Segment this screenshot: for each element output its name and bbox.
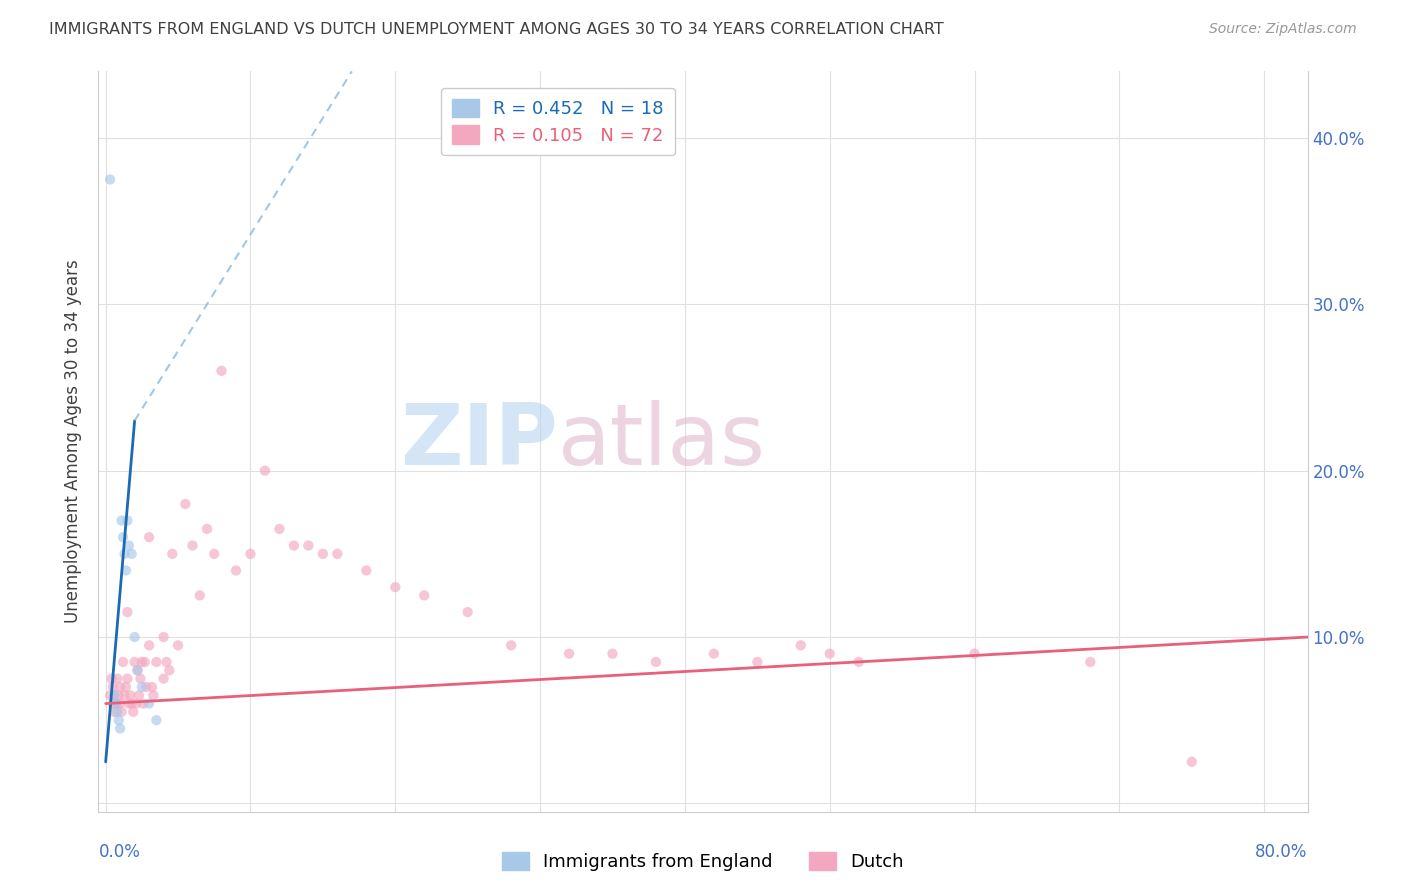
Point (121, 547, 143, 561)
Point (145, 713, 167, 727)
Text: 0.0%: 0.0% (98, 843, 141, 861)
Point (818, 647, 841, 661)
Point (297, 539, 319, 553)
Legend: R = 0.452   N = 18, R = 0.105   N = 72: R = 0.452 N = 18, R = 0.105 N = 72 (441, 87, 675, 155)
Point (110, 514, 132, 528)
Point (501, 638, 523, 652)
Point (188, 589, 211, 603)
Point (129, 672, 152, 686)
Point (356, 564, 378, 578)
Point (125, 697, 148, 711)
Point (115, 564, 138, 578)
Point (131, 655, 153, 669)
Text: 80.0%: 80.0% (1256, 843, 1308, 861)
Point (101, 697, 124, 711)
Point (269, 522, 291, 536)
Point (1080, 655, 1102, 669)
Point (253, 464, 276, 478)
Point (114, 547, 136, 561)
Point (138, 530, 160, 544)
Y-axis label: Unemployment Among Ages 30 to 34 years: Unemployment Among Ages 30 to 34 years (65, 260, 83, 624)
Point (155, 655, 177, 669)
Point (384, 580, 406, 594)
Point (703, 647, 725, 661)
Point (167, 638, 190, 652)
Point (108, 680, 131, 694)
Point (112, 530, 135, 544)
Point (124, 630, 146, 644)
Text: ZIP: ZIP (401, 400, 558, 483)
Point (132, 697, 155, 711)
Point (602, 647, 624, 661)
Point (112, 655, 135, 669)
Point (152, 672, 174, 686)
Point (128, 688, 150, 702)
Text: Source: ZipAtlas.com: Source: ZipAtlas.com (1209, 22, 1357, 37)
Point (645, 655, 668, 669)
Point (135, 680, 157, 694)
Point (283, 539, 305, 553)
Point (181, 539, 204, 553)
Point (963, 647, 986, 661)
Point (131, 680, 153, 694)
Point (142, 688, 165, 702)
Point (747, 655, 769, 669)
Point (138, 697, 160, 711)
Point (105, 672, 128, 686)
Point (105, 705, 128, 719)
Point (790, 638, 813, 652)
Point (105, 697, 128, 711)
Text: atlas: atlas (558, 400, 766, 483)
Point (98, 172, 121, 186)
Point (225, 564, 247, 578)
Point (202, 547, 225, 561)
Point (115, 680, 138, 694)
Point (457, 605, 479, 619)
Point (117, 605, 139, 619)
Point (239, 547, 262, 561)
Point (558, 647, 581, 661)
Point (138, 638, 160, 652)
Point (127, 663, 149, 677)
Point (145, 655, 167, 669)
Point (108, 697, 131, 711)
Point (848, 655, 870, 669)
Point (195, 522, 218, 536)
Point (117, 672, 139, 686)
Point (326, 547, 349, 561)
Point (118, 697, 141, 711)
Point (1181, 755, 1204, 769)
Point (162, 547, 184, 561)
Point (413, 589, 436, 603)
Point (134, 655, 156, 669)
Point (121, 697, 143, 711)
Point (124, 655, 146, 669)
Point (312, 547, 335, 561)
Point (103, 688, 125, 702)
Point (104, 697, 127, 711)
Point (152, 630, 174, 644)
Point (104, 697, 127, 711)
Point (103, 688, 125, 702)
Point (174, 497, 197, 511)
Point (107, 713, 129, 727)
Point (122, 705, 145, 719)
Point (110, 705, 132, 719)
Point (103, 705, 125, 719)
Point (141, 680, 163, 694)
Point (120, 688, 142, 702)
Point (100, 672, 122, 686)
Legend: Immigrants from England, Dutch: Immigrants from England, Dutch (495, 845, 911, 879)
Point (157, 663, 180, 677)
Point (117, 514, 139, 528)
Point (101, 680, 124, 694)
Text: IMMIGRANTS FROM ENGLAND VS DUTCH UNEMPLOYMENT AMONG AGES 30 TO 34 YEARS CORRELAT: IMMIGRANTS FROM ENGLAND VS DUTCH UNEMPLO… (49, 22, 943, 37)
Point (98, 688, 121, 702)
Point (118, 539, 141, 553)
Point (107, 688, 129, 702)
Point (211, 364, 233, 378)
Point (127, 663, 149, 677)
Point (108, 722, 131, 736)
Point (114, 688, 136, 702)
